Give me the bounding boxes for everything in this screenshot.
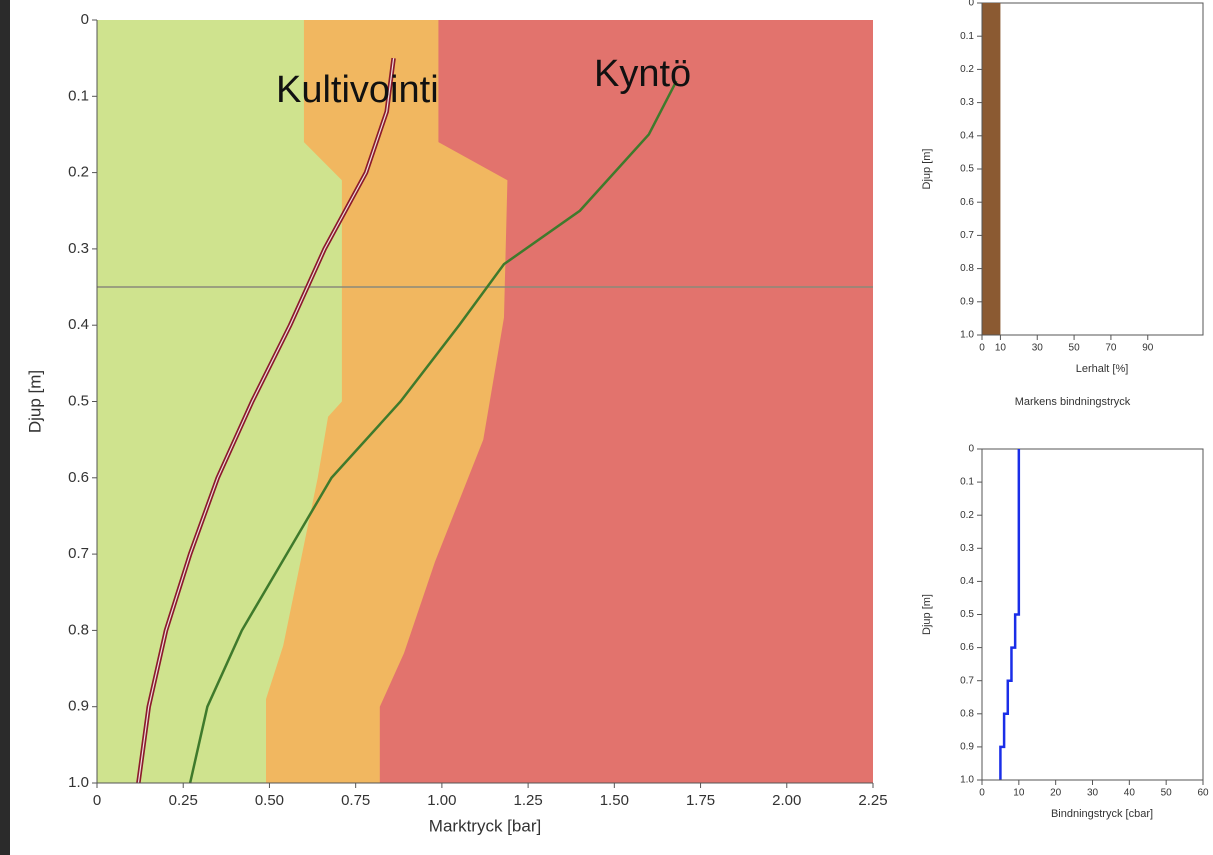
y-tick-label: 1.0 (960, 330, 974, 341)
x-tick-label: 2.00 (772, 792, 801, 809)
curve-highlight (137, 58, 395, 784)
bar (982, 3, 1001, 335)
x-tick-label: 50 (1161, 788, 1173, 799)
x-tick-label: 10 (995, 343, 1007, 354)
y-tick-label: 0.2 (68, 164, 89, 181)
y-tick-label: 0 (81, 11, 89, 28)
y-tick-label: 1.0 (960, 775, 974, 786)
annotation: Kyntö (594, 53, 691, 95)
y-tick-label: 0.9 (960, 742, 974, 753)
y-tick-label: 0.1 (960, 31, 974, 42)
y-tick-label: 0.5 (960, 609, 974, 620)
x-tick-label: 1.75 (686, 792, 715, 809)
y-tick-label: 0.6 (960, 197, 974, 208)
annotation: Kultivointi (276, 69, 439, 111)
x-tick-label: 30 (1087, 788, 1099, 799)
x-tick-label: 1.00 (427, 792, 456, 809)
y-tick-label: 0.8 (960, 708, 974, 719)
y-tick-label: 1.0 (68, 774, 89, 791)
y-tick-label: 0.8 (68, 621, 89, 638)
y-tick-label: 0 (968, 444, 974, 455)
x-tick-label: 10 (1013, 788, 1025, 799)
y-tick-label: 0.6 (960, 642, 974, 653)
y-tick-label: 0.6 (68, 469, 89, 486)
x-tick-label: 60 (1197, 788, 1209, 799)
y-tick-label: 0.9 (960, 296, 974, 307)
y-tick-label: 0.7 (68, 545, 89, 562)
x-tick-label: 30 (1032, 343, 1044, 354)
step-line (999, 449, 1021, 780)
y-tick-label: 0.2 (960, 64, 974, 75)
y-tick-label: 0 (968, 0, 974, 9)
x-tick-label: 0.50 (255, 792, 284, 809)
y-tick-label: 0.4 (960, 130, 974, 141)
y-tick-label: 0.1 (68, 87, 89, 104)
y-axis-label: Djup [m] (921, 594, 933, 635)
left-edge (0, 0, 10, 855)
x-tick-label: 40 (1124, 788, 1136, 799)
x-tick-label: 0 (93, 792, 101, 809)
y-tick-label: 0.3 (960, 543, 974, 554)
x-tick-label: 90 (1142, 343, 1154, 354)
y-axis-label: Djup [m] (921, 149, 933, 190)
y-tick-label: 0.1 (960, 477, 974, 488)
x-axis-label: Bindningstryck [cbar] (1051, 808, 1153, 820)
x-tick-label: 50 (1069, 343, 1081, 354)
y-tick-label: 0.3 (68, 240, 89, 257)
x-axis-label: Marktryck [bar] (429, 816, 541, 835)
y-axis-label: Djup [m] (25, 370, 44, 433)
x-tick-label: 0.75 (341, 792, 370, 809)
x-tick-label: 0 (979, 788, 985, 799)
x-tick-label: 2.25 (858, 792, 887, 809)
y-tick-label: 0.7 (960, 675, 974, 686)
y-tick-label: 0.5 (68, 392, 89, 409)
y-tick-label: 0.7 (960, 230, 974, 241)
y-tick-label: 0.8 (960, 263, 974, 274)
y-tick-label: 0.9 (68, 698, 89, 715)
curve (188, 80, 678, 784)
y-tick-label: 0.2 (960, 510, 974, 521)
x-tick-label: 0 (979, 343, 985, 354)
x-tick-label: 1.50 (600, 792, 629, 809)
y-tick-label: 0.4 (960, 576, 974, 587)
x-tick-label: 70 (1105, 343, 1117, 354)
x-axis-label: Lerhalt [%] (1076, 363, 1129, 375)
x-tick-label: 20 (1050, 788, 1062, 799)
x-tick-label: 1.25 (514, 792, 543, 809)
plot-frame (981, 2, 1204, 336)
y-tick-label: 0.5 (960, 164, 974, 175)
chart-title: Markens bindningstryck (1015, 396, 1131, 408)
zone (97, 20, 342, 783)
y-tick-label: 0.3 (960, 97, 974, 108)
y-tick-label: 0.4 (68, 316, 89, 333)
x-tick-label: 0.25 (169, 792, 198, 809)
